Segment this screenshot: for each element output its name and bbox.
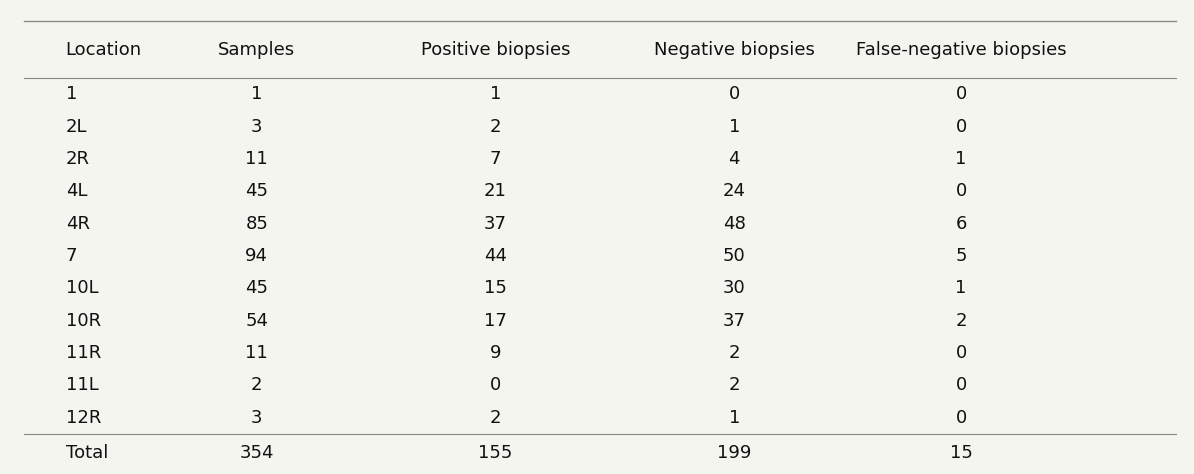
Text: 9: 9	[490, 344, 501, 362]
Text: 45: 45	[245, 182, 269, 201]
Text: 199: 199	[718, 444, 751, 462]
Text: 3: 3	[251, 118, 263, 136]
Text: 10R: 10R	[66, 311, 100, 329]
Text: 10L: 10L	[66, 279, 98, 297]
Text: 12R: 12R	[66, 409, 101, 427]
Text: 4: 4	[728, 150, 740, 168]
Text: 11L: 11L	[66, 376, 98, 394]
Text: 4L: 4L	[66, 182, 87, 201]
Text: 15: 15	[484, 279, 507, 297]
Text: 45: 45	[245, 279, 269, 297]
Text: 0: 0	[955, 376, 967, 394]
Text: Total: Total	[66, 444, 107, 462]
Text: 2: 2	[728, 344, 740, 362]
Text: 4R: 4R	[66, 215, 90, 233]
Text: 0: 0	[955, 344, 967, 362]
Text: 1: 1	[955, 279, 967, 297]
Text: 1: 1	[728, 118, 740, 136]
Text: 6: 6	[955, 215, 967, 233]
Text: 354: 354	[240, 444, 273, 462]
Text: Location: Location	[66, 41, 142, 59]
Text: 2: 2	[955, 311, 967, 329]
Text: 50: 50	[722, 247, 746, 265]
Text: 2: 2	[490, 409, 501, 427]
Text: 24: 24	[722, 182, 746, 201]
Text: 30: 30	[722, 279, 746, 297]
Text: 44: 44	[484, 247, 507, 265]
Text: 7: 7	[490, 150, 501, 168]
Text: 0: 0	[728, 85, 740, 103]
Text: Negative biopsies: Negative biopsies	[654, 41, 814, 59]
Text: 37: 37	[722, 311, 746, 329]
Text: 37: 37	[484, 215, 507, 233]
Text: 1: 1	[490, 85, 501, 103]
Text: 85: 85	[245, 215, 269, 233]
Text: 21: 21	[484, 182, 507, 201]
Text: 0: 0	[955, 85, 967, 103]
Text: 2R: 2R	[66, 150, 90, 168]
Text: 2: 2	[490, 118, 501, 136]
Text: 1: 1	[728, 409, 740, 427]
Text: 15: 15	[949, 444, 973, 462]
Text: 7: 7	[66, 247, 78, 265]
Text: 48: 48	[722, 215, 746, 233]
Text: False-negative biopsies: False-negative biopsies	[856, 41, 1066, 59]
Text: 0: 0	[955, 409, 967, 427]
Text: 2: 2	[728, 376, 740, 394]
Text: 155: 155	[479, 444, 512, 462]
Text: 5: 5	[955, 247, 967, 265]
Text: 1: 1	[251, 85, 263, 103]
Text: 1: 1	[66, 85, 78, 103]
Text: 2L: 2L	[66, 118, 87, 136]
Text: 54: 54	[245, 311, 269, 329]
Text: Samples: Samples	[219, 41, 295, 59]
Text: 1: 1	[955, 150, 967, 168]
Text: Positive biopsies: Positive biopsies	[420, 41, 571, 59]
Text: 94: 94	[245, 247, 269, 265]
Text: 11: 11	[245, 344, 269, 362]
Text: 2: 2	[251, 376, 263, 394]
Text: 0: 0	[490, 376, 501, 394]
Text: 11: 11	[245, 150, 269, 168]
Text: 11R: 11R	[66, 344, 101, 362]
Text: 3: 3	[251, 409, 263, 427]
Text: 17: 17	[484, 311, 507, 329]
Text: 0: 0	[955, 118, 967, 136]
Text: 0: 0	[955, 182, 967, 201]
